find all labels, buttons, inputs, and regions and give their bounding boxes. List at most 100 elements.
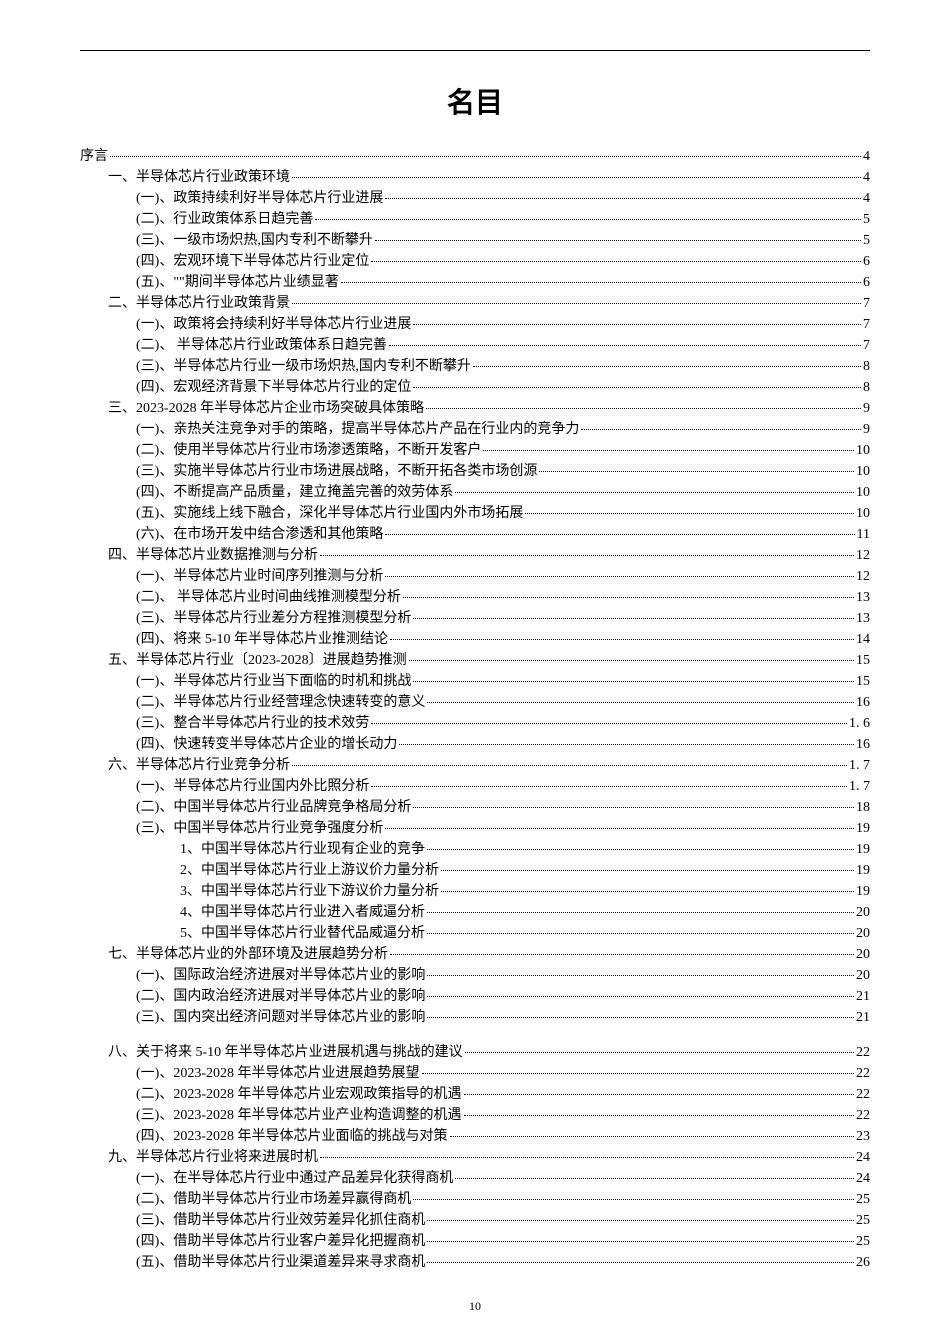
toc-entry-page: 26: [856, 1252, 870, 1273]
toc-entry-page: 7: [863, 335, 870, 356]
toc-dots: [427, 1262, 854, 1263]
toc-entry-page: 7: [863, 314, 870, 335]
toc-dots: [413, 681, 854, 682]
toc-entry-text: (二)、国内政治经济进展对半导体芯片业的影响: [136, 986, 425, 1007]
toc-entry-text: 3、中国半导体芯片行业下游议价力量分析: [180, 881, 439, 902]
toc-entry: (三)、国内突出经济问题对半导体芯片业的影响21: [80, 1007, 870, 1028]
toc-entry: (二)、行业政策体系日趋完善5: [80, 209, 870, 230]
toc-entry: (五)、借助半导体芯片行业渠道差异来寻求商机 26: [80, 1252, 870, 1273]
toc-entry-text: (四)、将来 5-10 年半导体芯片业推测结论: [136, 629, 388, 650]
toc-entry-text: (一)、半导体芯片行业国内外比照分析: [136, 776, 369, 797]
toc-entry: (四)、2023-2028 年半导体芯片业面临的挑战与对策23: [80, 1126, 870, 1147]
page-title: 名目: [80, 81, 870, 121]
toc-entry-text: (二)、中国半导体芯片行业品牌竞争格局分析: [136, 797, 411, 818]
toc-entry-text: (五)、实施线上线下融合，深化半导体芯片行业国内外市场拓展: [136, 503, 523, 524]
toc-entry: (二)、 半导体芯片行业政策体系日趋完善 7: [80, 335, 870, 356]
toc-entry-page: 22: [856, 1063, 870, 1084]
toc-entry: 2、中国半导体芯片行业上游议价力量分析19: [80, 860, 870, 881]
toc-dots: [427, 1220, 854, 1221]
toc-entry-text: (二)、 半导体芯片行业政策体系日趋完善: [136, 335, 387, 356]
toc-entry-page: 25: [856, 1210, 870, 1231]
toc-entry-page: 4: [863, 146, 870, 167]
toc-entry: (二)、 半导体芯片业时间曲线推测模型分析13: [80, 587, 870, 608]
toc-entry-page: 25: [856, 1231, 870, 1252]
toc-entry-text: (二)、行业政策体系日趋完善: [136, 209, 313, 230]
toc-entry-page: 12: [856, 566, 870, 587]
toc-entry-text: (一)、半导体芯片行业当下面临的时机和挑战: [136, 671, 411, 692]
toc-entry: (六)、在市场开发中结合渗透和其他策略11: [80, 524, 870, 545]
toc-entry: (四)、将来 5-10 年半导体芯片业推测结论14: [80, 629, 870, 650]
toc-entry: (一)、政策持续利好半导体芯片行业进展4: [80, 188, 870, 209]
toc-dots: [385, 576, 854, 577]
toc-entry-text: 一、半导体芯片行业政策环境: [108, 167, 290, 188]
toc-entry-page: 16: [856, 692, 870, 713]
toc-dots: [385, 828, 854, 829]
toc-entry-text: (三)、实施半导体芯片行业市场进展战略，不断开拓各类市场创源: [136, 461, 537, 482]
page-number: 10: [0, 1299, 950, 1314]
toc-dots: [427, 702, 854, 703]
toc-entry-text: 4、中国半导体芯片行业进入者威逼分析: [180, 902, 425, 923]
toc-entry-page: 20: [856, 965, 870, 986]
toc-entry: (一)、半导体芯片行业当下面临的时机和挑战 15: [80, 671, 870, 692]
toc-dots: [389, 345, 861, 346]
toc-dots: [455, 492, 854, 493]
toc-entry-page: 24: [856, 1147, 870, 1168]
toc-entry: 九、半导体芯片行业将来进展时机24: [80, 1147, 870, 1168]
toc-entry-text: (三)、借助半导体芯片行业效劳差异化抓住商机: [136, 1210, 425, 1231]
toc-entry-page: 15: [856, 671, 870, 692]
toc-entry-text: (三)、半导体芯片行业差分方程推测模型分析: [136, 608, 411, 629]
toc-entry: 4、中国半导体芯片行业进入者威逼分析 20: [80, 902, 870, 923]
toc-entry-page: 10: [856, 482, 870, 503]
toc-entry-text: 1、中国半导体芯片行业现有企业的竞争: [180, 839, 425, 860]
toc-entry-text: (四)、不断提高产品质量，建立掩盖完善的效劳体系: [136, 482, 453, 503]
toc-entry-page: 13: [856, 587, 870, 608]
toc-entry-page: 1. 7: [849, 755, 870, 776]
toc-dots: [371, 261, 861, 262]
toc-dots: [427, 1017, 854, 1018]
toc-dots: [441, 870, 854, 871]
toc-entry: (二)、国内政治经济进展对半导体芯片业的影响 21: [80, 986, 870, 1007]
toc-entry: (二)、借助半导体芯片行业市场差异赢得商机25: [80, 1189, 870, 1210]
toc-entry-page: 9: [863, 419, 870, 440]
toc-entry-page: 13: [856, 608, 870, 629]
toc-entry-page: 20: [856, 923, 870, 944]
toc-entry: (三)、实施半导体芯片行业市场进展战略，不断开拓各类市场创源10: [80, 461, 870, 482]
toc-entry-page: 6: [863, 272, 870, 293]
toc-entry: 八、关于将来 5-10 年半导体芯片业进展机遇与挑战的建议22: [80, 1042, 870, 1063]
toc-entry-text: 二、半导体芯片行业政策背景: [108, 293, 290, 314]
toc-entry: (二)、使用半导体芯片行业市场渗透策略，不断开发客户10: [80, 440, 870, 461]
toc-entry: (一)、2023-2028 年半导体芯片业进展趋势展望 22: [80, 1063, 870, 1084]
toc-entry-page: 21: [856, 986, 870, 1007]
toc-entry-text: 四、半导体芯片业数据推测与分析: [108, 545, 318, 566]
toc-entry-text: (三)、2023-2028 年半导体芯片业产业构造调整的机遇: [136, 1105, 462, 1126]
toc-entry-text: (五)、""期间半导体芯片业绩显著: [136, 272, 339, 293]
toc-entry-page: 20: [856, 902, 870, 923]
toc-entry: (五)、""期间半导体芯片业绩显著 6: [80, 272, 870, 293]
toc-dots: [315, 219, 861, 220]
toc-entry: (二)、中国半导体芯片行业品牌竞争格局分析18: [80, 797, 870, 818]
toc-entry-text: (一)、半导体芯片业时间序列推测与分析: [136, 566, 383, 587]
toc-dots: [399, 744, 854, 745]
toc-entry: (三)、整合半导体芯片行业的技术效劳 1. 6: [80, 713, 870, 734]
toc-entry-text: (五)、借助半导体芯片行业渠道差异来寻求商机: [136, 1252, 425, 1273]
toc-entry-text: (一)、2023-2028 年半导体芯片业进展趋势展望: [136, 1063, 420, 1084]
toc-entry-page: 19: [856, 860, 870, 881]
toc-entry-page: 4: [863, 167, 870, 188]
toc-entry-text: (二)、使用半导体芯片行业市场渗透策略，不断开发客户: [136, 440, 481, 461]
toc-entry-page: 1. 7: [849, 776, 870, 797]
toc-dots: [413, 807, 854, 808]
toc-entry-page: 25: [856, 1189, 870, 1210]
toc-entry: (一)、亲热关注竞争对手的策略，提高半导体芯片产品在行业内的竞争力9: [80, 419, 870, 440]
toc-entry: (一)、半导体芯片行业国内外比照分析 1. 7: [80, 776, 870, 797]
toc-dots: [465, 1052, 854, 1053]
toc-entry-page: 1. 6: [849, 713, 870, 734]
toc-entry: 三、2023-2028 年半导体芯片企业市场突破具体策略9: [80, 398, 870, 419]
toc-entry-text: (二)、2023-2028 年半导体芯片业宏观政策指导的机遇: [136, 1084, 462, 1105]
toc-entry: (三)、半导体芯片行业差分方程推测模型分析 13: [80, 608, 870, 629]
toc-entry-page: 8: [863, 356, 870, 377]
toc-dots: [413, 1199, 854, 1200]
toc-entry-text: (四)、宏观经济背景下半导体芯片行业的定位: [136, 377, 411, 398]
toc-entry-page: 4: [863, 188, 870, 209]
toc-dots: [427, 975, 854, 976]
toc-entry: 五、半导体芯片行业〔2023-2028〕进展趋势推测15: [80, 650, 870, 671]
